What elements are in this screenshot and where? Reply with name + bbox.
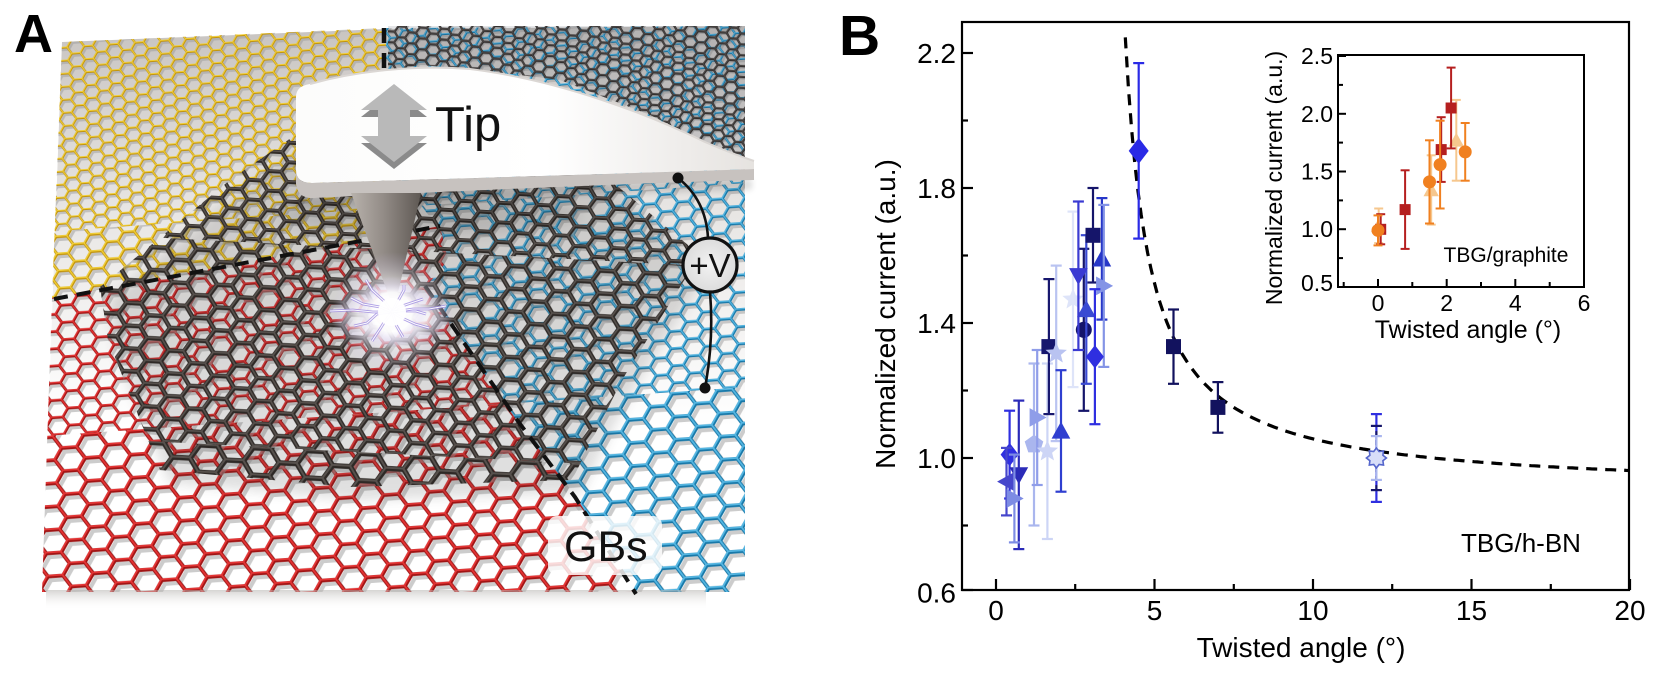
svg-text:Tip: Tip bbox=[435, 98, 501, 152]
svg-text:+V: +V bbox=[689, 247, 730, 284]
svg-text:0: 0 bbox=[1372, 290, 1385, 316]
svg-text:Twisted angle (°): Twisted angle (°) bbox=[1197, 632, 1406, 663]
svg-text:0: 0 bbox=[988, 595, 1004, 626]
svg-text:Normalized current (a.u.): Normalized current (a.u.) bbox=[870, 159, 901, 469]
svg-text:20: 20 bbox=[1614, 595, 1645, 626]
svg-text:TBG/h-BN: TBG/h-BN bbox=[1461, 528, 1581, 558]
svg-text:1.0: 1.0 bbox=[917, 443, 956, 474]
svg-text:Normalized current (a.u.): Normalized current (a.u.) bbox=[1261, 51, 1287, 305]
svg-text:6: 6 bbox=[1578, 290, 1591, 316]
svg-text:2.0: 2.0 bbox=[1301, 101, 1333, 127]
svg-text:1.4: 1.4 bbox=[917, 308, 956, 339]
svg-text:4: 4 bbox=[1509, 290, 1522, 316]
svg-text:0.5: 0.5 bbox=[1301, 270, 1333, 296]
svg-text:TBG/graphite: TBG/graphite bbox=[1444, 244, 1569, 267]
svg-text:15: 15 bbox=[1456, 595, 1487, 626]
svg-text:10: 10 bbox=[1297, 595, 1328, 626]
svg-text:1.5: 1.5 bbox=[1301, 159, 1333, 185]
svg-text:2: 2 bbox=[1440, 290, 1453, 316]
svg-text:B: B bbox=[839, 4, 880, 68]
svg-text:0.6: 0.6 bbox=[917, 578, 956, 609]
svg-text:2.5: 2.5 bbox=[1301, 43, 1333, 69]
svg-text:Twisted angle (°): Twisted angle (°) bbox=[1375, 316, 1561, 344]
svg-text:1.8: 1.8 bbox=[917, 173, 956, 204]
svg-text:5: 5 bbox=[1147, 595, 1163, 626]
svg-text:2.2: 2.2 bbox=[917, 38, 956, 69]
svg-text:A: A bbox=[14, 4, 53, 64]
svg-text:1.0: 1.0 bbox=[1301, 216, 1333, 242]
svg-text:GBs: GBs bbox=[564, 523, 648, 571]
